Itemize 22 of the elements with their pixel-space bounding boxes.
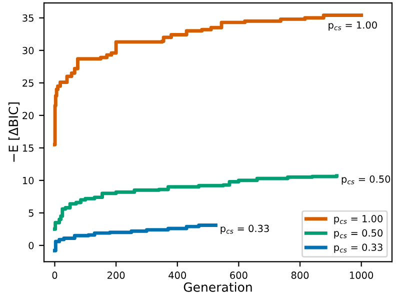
legend-label: p$_{cs}$ = 0.50 (334, 229, 383, 239)
legend-label: p$_{cs}$ = 1.00 (334, 214, 383, 224)
y-tick-label: 0 (28, 242, 34, 250)
x-tick-label: 800 (291, 272, 309, 279)
x-tick-label: 200 (107, 272, 125, 279)
x-tick-label: 400 (168, 272, 186, 279)
y-tick-label: 5 (28, 210, 34, 217)
y-tick-label: 35 (22, 14, 34, 22)
y-tick-label: 25 (22, 79, 34, 87)
annotation: p$_{cs}$ = 0.50 (342, 175, 390, 185)
annotation: p$_{cs}$ = 1.00 (328, 21, 377, 31)
x-tick-label: 1000 (350, 272, 374, 279)
legend-label: p$_{cs}$ = 0.33 (334, 244, 382, 253)
x-axis-title: Generation (184, 282, 252, 292)
y-tick-label: 30 (22, 46, 34, 54)
y-tick-label: 20 (22, 112, 34, 120)
y-tick-label: 15 (22, 144, 34, 152)
y-axis-title: −E [ΔBIC] (8, 102, 20, 162)
x-tick-label: 600 (230, 272, 248, 279)
y-tick-label: 10 (22, 176, 34, 184)
x-tick-label: 0 (52, 272, 58, 279)
annotation: p$_{cs}$ = 0.33 (220, 224, 269, 234)
